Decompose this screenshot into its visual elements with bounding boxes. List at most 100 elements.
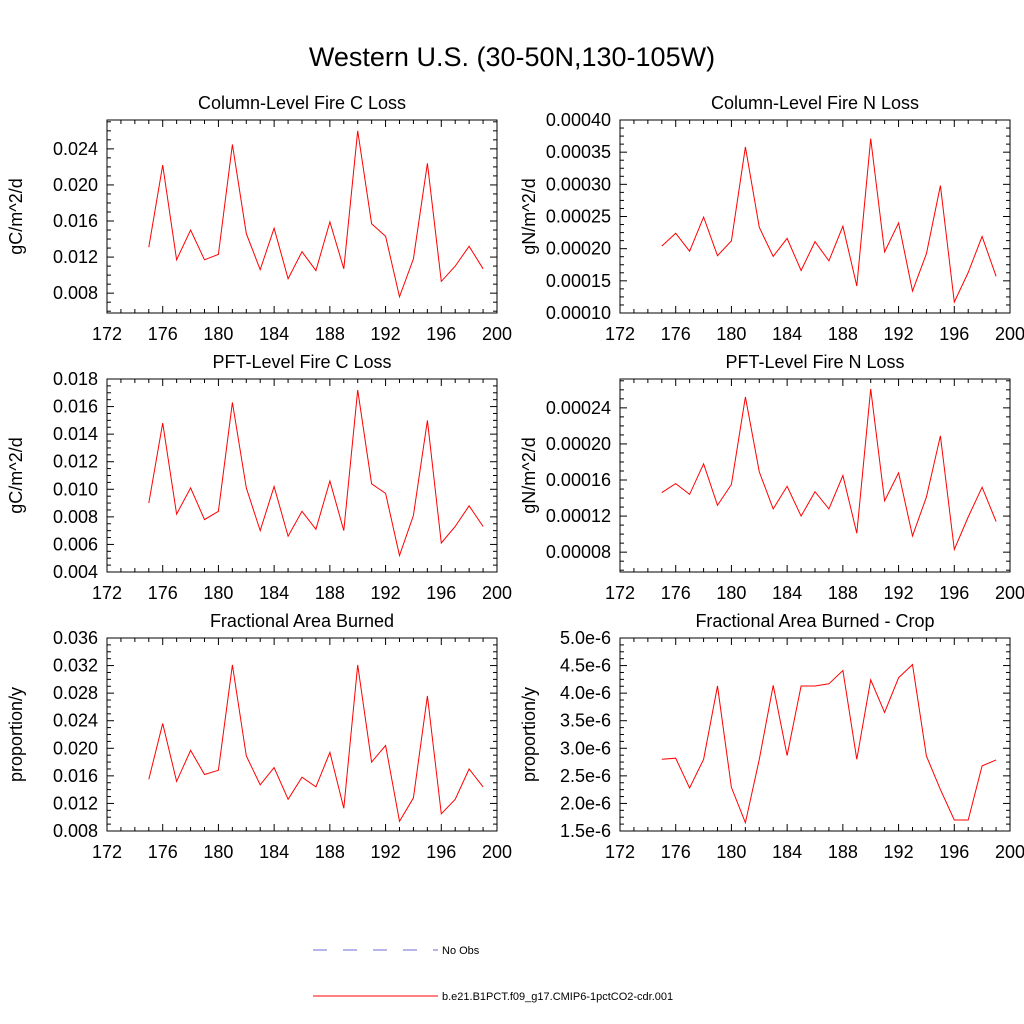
panel-title: Column-Level Fire C Loss xyxy=(198,93,406,113)
y-tick-label: 0.012 xyxy=(53,247,98,267)
series-line xyxy=(661,388,997,552)
x-tick-label: 192 xyxy=(884,842,914,862)
y-tick-label: 0.020 xyxy=(53,738,98,758)
x-tick-label: 180 xyxy=(716,583,746,603)
x-tick-label: 200 xyxy=(482,583,512,603)
y-axis-label: proportion/y xyxy=(6,687,26,782)
y-tick-label: 0.006 xyxy=(53,534,98,554)
plot-frame xyxy=(619,378,1011,573)
legend: No Obs b.e21.B1PCT.f09_g17.CMIP6-1pctCO2… xyxy=(313,945,673,1003)
plot-frame xyxy=(619,637,1011,832)
series-line xyxy=(661,138,997,304)
panel-title: Fractional Area Burned - Crop xyxy=(695,611,934,631)
x-tick-label: 184 xyxy=(772,583,802,603)
x-tick-label: 196 xyxy=(426,324,456,344)
panel-title: PFT-Level Fire N Loss xyxy=(725,352,904,372)
x-tick-label: 172 xyxy=(92,583,122,603)
y-tick-label: 0.00010 xyxy=(546,303,611,323)
y-tick-label: 0.028 xyxy=(53,683,98,703)
y-tick-label: 0.010 xyxy=(53,479,98,499)
y-tick-label: 3.0e-6 xyxy=(560,738,611,758)
chart-panel-3: PFT-Level Fire C Loss gC/m^2/d 172 176 180 18… xyxy=(6,352,512,603)
x-tick-label: 196 xyxy=(426,583,456,603)
series-line xyxy=(148,664,484,823)
x-tick-label: 176 xyxy=(661,583,691,603)
y-tick-label: 0.016 xyxy=(53,211,98,231)
y-tick-label: 0.00030 xyxy=(546,174,611,194)
chart-panel-6: Fractional Area Burned - Crop proportion/… xyxy=(519,611,1024,862)
x-tick-label: 184 xyxy=(772,842,802,862)
y-tick-label: 0.036 xyxy=(53,628,98,648)
panel-title: PFT-Level Fire C Loss xyxy=(212,352,391,372)
y-axis-label: gN/m^2/d xyxy=(519,178,539,254)
y-tick-label: 2.0e-6 xyxy=(560,793,611,813)
panel-title: Column-Level Fire N Loss xyxy=(711,93,919,113)
y-tick-label: 0.00025 xyxy=(546,207,611,227)
x-tick-label: 180 xyxy=(716,324,746,344)
x-tick-label: 196 xyxy=(939,324,969,344)
y-tick-label: 0.018 xyxy=(53,369,98,389)
y-tick-label: 1.5e-6 xyxy=(560,821,611,841)
plot-frame xyxy=(106,119,498,314)
y-axis-label: gN/m^2/d xyxy=(519,437,539,513)
x-tick-label: 200 xyxy=(482,324,512,344)
y-axis-label: gC/m^2/d xyxy=(6,178,26,254)
y-tick-label: 3.5e-6 xyxy=(560,711,611,731)
y-tick-label: 0.00020 xyxy=(546,434,611,454)
x-tick-label: 184 xyxy=(259,324,289,344)
y-tick-label: 0.00035 xyxy=(546,142,611,162)
x-tick-label: 188 xyxy=(828,583,858,603)
y-tick-label: 0.00015 xyxy=(546,271,611,291)
panel-title: Fractional Area Burned xyxy=(210,611,394,631)
x-tick-label: 192 xyxy=(371,583,401,603)
x-tick-label: 184 xyxy=(259,583,289,603)
x-tick-label: 192 xyxy=(884,583,914,603)
x-tick-label: 188 xyxy=(315,842,345,862)
x-tick-label: 176 xyxy=(148,583,178,603)
y-tick-label: 0.00008 xyxy=(546,542,611,562)
x-tick-label: 176 xyxy=(148,842,178,862)
x-tick-label: 200 xyxy=(995,324,1024,344)
y-tick-label: 0.008 xyxy=(53,821,98,841)
y-tick-label: 4.5e-6 xyxy=(560,656,611,676)
y-axis-label: proportion/y xyxy=(519,687,539,782)
x-tick-label: 188 xyxy=(315,583,345,603)
y-tick-label: 0.00024 xyxy=(546,398,611,418)
x-tick-label: 172 xyxy=(92,324,122,344)
plot-frame xyxy=(106,378,498,573)
chart-panel-1: Column-Level Fire C Loss gC/m^2/d 172 176 18… xyxy=(6,93,512,344)
series-line xyxy=(661,663,997,825)
x-tick-label: 192 xyxy=(884,324,914,344)
series-line xyxy=(148,389,484,558)
chart-panel-5: Fractional Area Burned proportion/y 172 176… xyxy=(6,611,512,862)
x-tick-label: 180 xyxy=(203,324,233,344)
y-tick-label: 0.012 xyxy=(53,793,98,813)
y-tick-label: 0.008 xyxy=(53,507,98,527)
figure-title: Western U.S. (30-50N,130-105W) xyxy=(308,42,716,72)
x-tick-label: 188 xyxy=(315,324,345,344)
x-tick-label: 196 xyxy=(426,842,456,862)
x-tick-label: 180 xyxy=(716,842,746,862)
y-tick-label: 4.0e-6 xyxy=(560,683,611,703)
y-tick-label: 0.00020 xyxy=(546,239,611,259)
y-tick-label: 0.016 xyxy=(53,397,98,417)
y-tick-label: 0.00040 xyxy=(546,110,611,130)
x-tick-label: 188 xyxy=(828,842,858,862)
y-tick-label: 0.012 xyxy=(53,452,98,472)
x-tick-label: 180 xyxy=(203,583,233,603)
y-tick-label: 0.00012 xyxy=(546,506,611,526)
x-tick-label: 184 xyxy=(772,324,802,344)
x-tick-label: 192 xyxy=(371,842,401,862)
y-tick-label: 5.0e-6 xyxy=(560,628,611,648)
x-tick-label: 176 xyxy=(661,324,691,344)
x-tick-label: 172 xyxy=(605,583,635,603)
y-tick-label: 0.020 xyxy=(53,175,98,195)
x-tick-label: 196 xyxy=(939,583,969,603)
chart-panel-4: PFT-Level Fire N Loss gN/m^2/d 172 176 180 18… xyxy=(519,352,1024,603)
legend-label-no-obs: No Obs xyxy=(442,945,480,957)
x-tick-label: 172 xyxy=(605,842,635,862)
x-tick-label: 196 xyxy=(939,842,969,862)
x-tick-label: 172 xyxy=(92,842,122,862)
y-axis-label: gC/m^2/d xyxy=(6,437,26,513)
